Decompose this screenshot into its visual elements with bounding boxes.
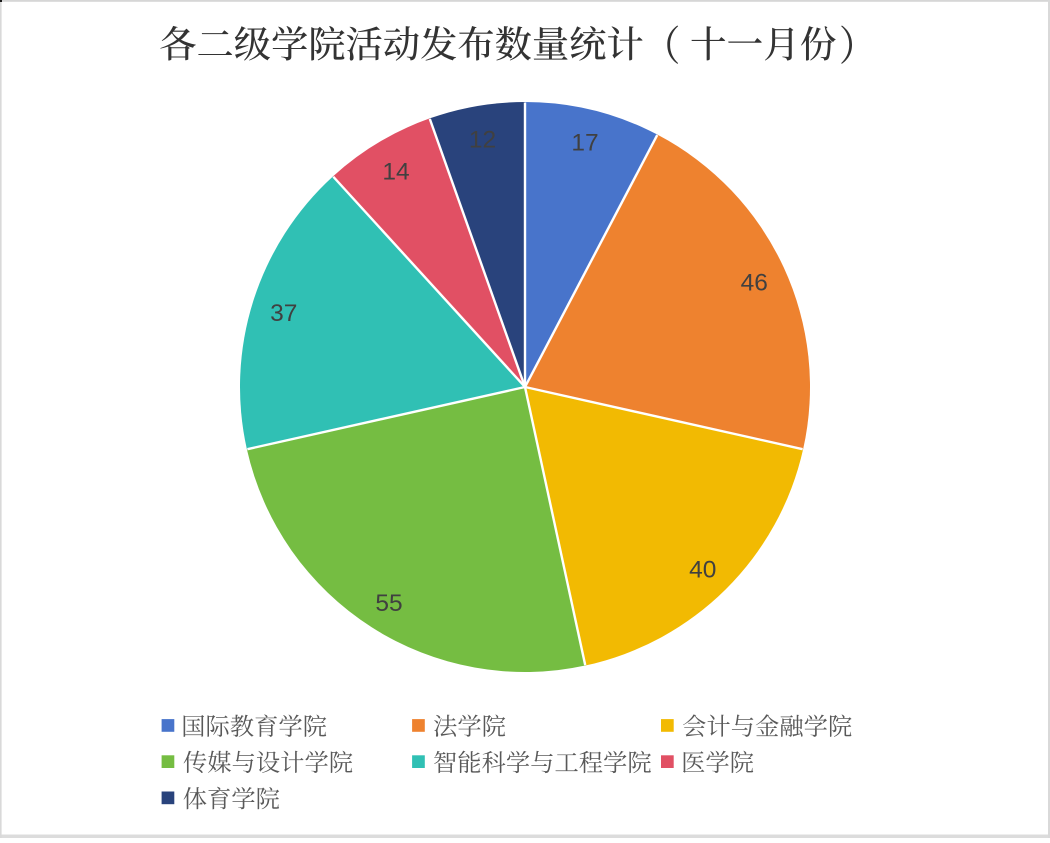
svg-text:40: 40 <box>689 556 716 583</box>
svg-text:12: 12 <box>469 127 496 154</box>
svg-text:37: 37 <box>270 300 297 327</box>
svg-text:14: 14 <box>382 158 409 185</box>
svg-text:55: 55 <box>375 590 402 617</box>
svg-text:46: 46 <box>741 270 768 297</box>
svg-text:17: 17 <box>571 129 598 156</box>
